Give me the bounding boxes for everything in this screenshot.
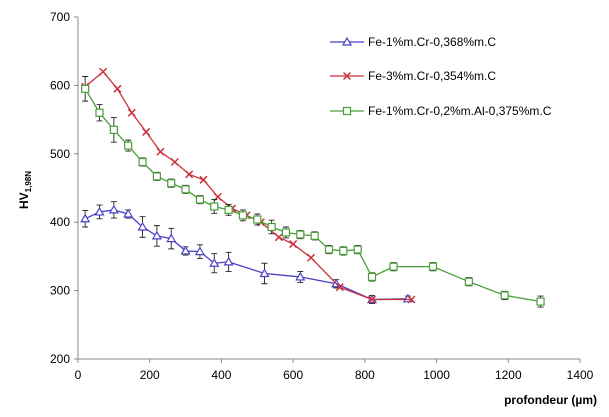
x-axis-label: profondeur (µm): [504, 393, 597, 407]
x-tick-label: 1000: [423, 368, 450, 382]
series-layer: [80, 67, 545, 308]
data-point: [267, 222, 276, 232]
data-point: [295, 271, 306, 281]
data-point: [324, 245, 334, 254]
data-point: [99, 67, 108, 76]
legend-marker: [342, 71, 352, 81]
legend-item-1: Fe-1%m.Cr-0,368%m.C: [330, 35, 496, 49]
y-axis-label-subscript: 1,98N: [24, 171, 33, 193]
data-point: [127, 108, 136, 117]
data-point: [296, 230, 305, 239]
data-point: [138, 157, 147, 167]
data-point: [389, 262, 398, 271]
data-point: [209, 258, 220, 267]
data-point: [335, 283, 344, 292]
data-point: [259, 268, 270, 278]
data-point: [180, 245, 191, 255]
data-point: [124, 141, 133, 150]
y-tick-label: 200: [50, 352, 70, 366]
series-line: [84, 88, 541, 303]
axes: 200 300 400 500 600 700 0 200 400 600 800 1000 1200 1…: [50, 10, 594, 382]
data-point: [170, 157, 179, 167]
x-tick-label: 600: [283, 368, 303, 382]
y-tick-label: 700: [50, 10, 70, 24]
data-point: [108, 204, 119, 214]
data-point: [185, 170, 194, 179]
legend-label: Fe-1%m.Cr-0,368%m.C: [368, 35, 496, 49]
series-line: [84, 209, 408, 301]
x-tick-label: 800: [355, 368, 375, 382]
data-point: [210, 202, 219, 211]
x-tick-label: 1200: [495, 368, 522, 382]
y-axis-label-main: HV: [17, 192, 31, 209]
data-point: [281, 228, 291, 237]
data-point: [195, 195, 205, 204]
data-point: [274, 233, 283, 242]
legend-marker: [341, 36, 353, 46]
data-point: [167, 179, 176, 188]
data-point: [253, 215, 262, 224]
legend-item-2: Fe-3%m.Cr-0,354%m.C: [330, 69, 496, 83]
data-point: [123, 208, 134, 218]
data-point: [152, 172, 161, 181]
data-point: [500, 291, 509, 300]
legend-label: Fe-3%m.Cr-0,354%m.C: [368, 69, 496, 83]
series-line: [84, 70, 412, 301]
data-point: [367, 272, 377, 282]
data-point: [81, 84, 90, 93]
data-point: [464, 277, 473, 286]
y-tick-label: 400: [50, 215, 70, 229]
data-point: [151, 230, 162, 240]
y-tick-label: 600: [50, 78, 70, 92]
data-point: [536, 297, 545, 306]
x-tick-label: 200: [140, 368, 160, 382]
data-point: [142, 127, 151, 136]
x-tick-label: 1400: [567, 368, 594, 382]
legend-marker: [342, 106, 352, 116]
data-point: [307, 253, 316, 262]
data-point: [353, 245, 362, 254]
series-3: [81, 76, 545, 308]
data-point: [113, 84, 122, 93]
data-point: [310, 231, 319, 240]
data-point: [80, 213, 91, 223]
data-point: [367, 295, 377, 304]
data-point: [95, 108, 104, 117]
data-point: [166, 233, 177, 243]
data-point: [223, 256, 234, 266]
data-point: [109, 125, 118, 134]
data-point: [289, 240, 298, 249]
data-point: [339, 246, 348, 256]
data-point: [156, 147, 165, 156]
y-axis-label: HV1,98N: [17, 171, 33, 209]
data-point: [194, 246, 205, 256]
data-point: [428, 262, 438, 271]
data-point: [94, 206, 105, 216]
data-point: [407, 295, 416, 304]
data-point: [224, 205, 233, 214]
data-point: [181, 185, 190, 194]
legend-label: Fe-1%m.Cr-0,2%m.Al-0,375%m.C: [368, 104, 552, 118]
data-point: [199, 175, 208, 184]
legend-item-3: Fe-1%m.Cr-0,2%m.Al-0,375%m.C: [330, 104, 552, 118]
x-tick-label: 0: [75, 368, 82, 382]
data-point: [238, 211, 248, 220]
y-tick-label: 300: [50, 284, 70, 298]
legend: Fe-1%m.Cr-0,368%m.C Fe-3%m.Cr-0,354%m.C Fe…: [330, 35, 552, 118]
y-tick-label: 500: [50, 147, 70, 161]
x-tick-label: 400: [211, 368, 231, 382]
data-point: [137, 221, 148, 231]
